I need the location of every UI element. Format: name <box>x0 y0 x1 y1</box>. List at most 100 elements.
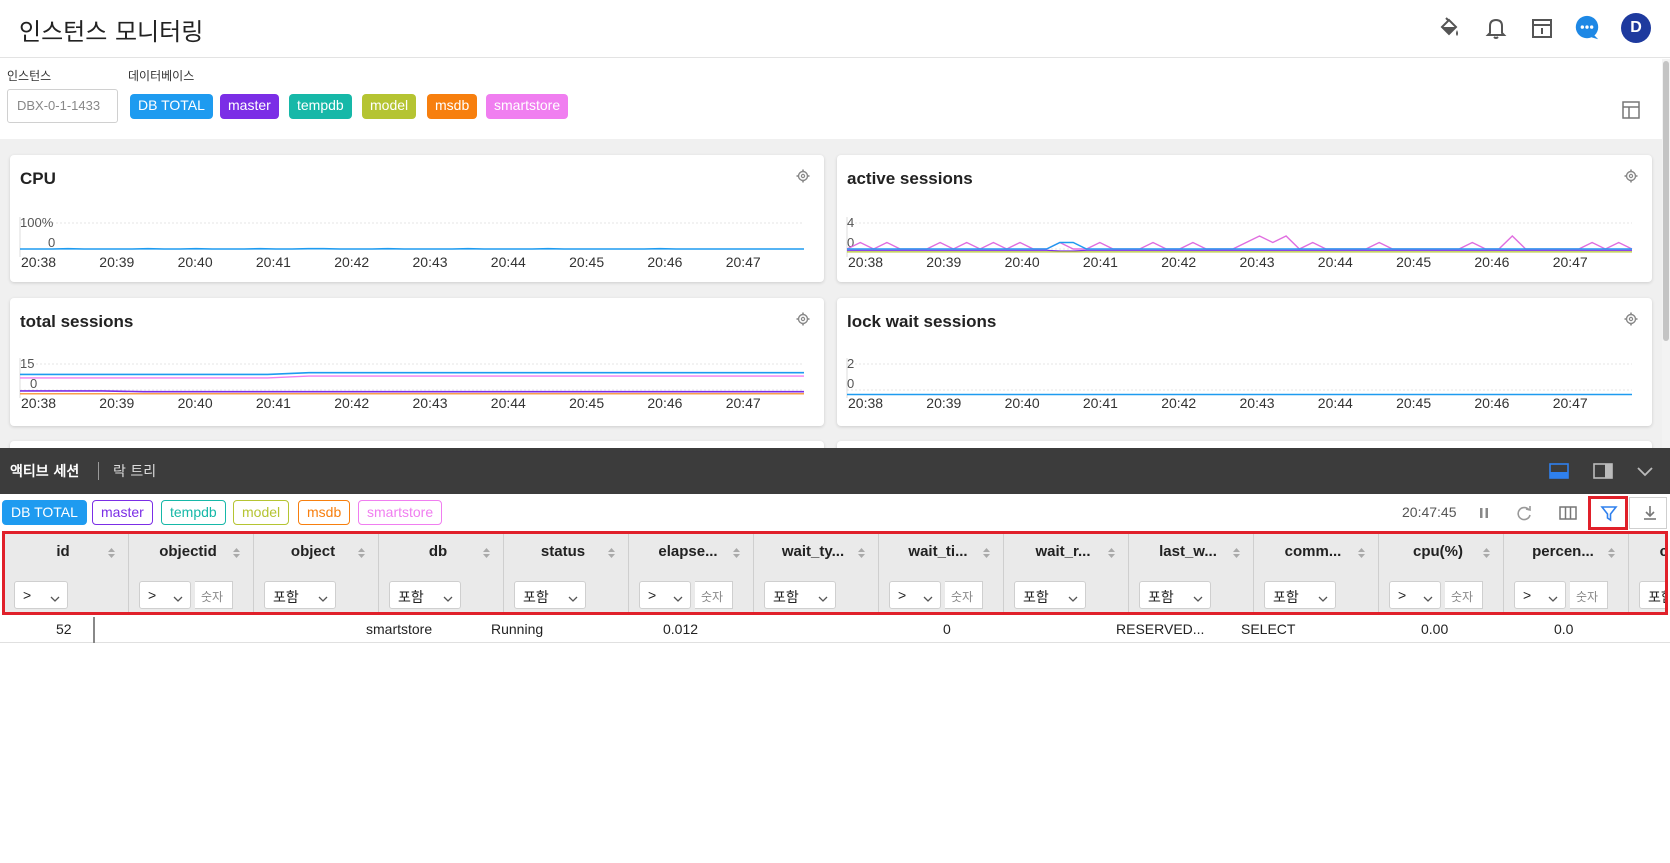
db-chip[interactable]: model <box>362 94 417 119</box>
column-header[interactable]: percen... > 숫자 <box>1504 533 1629 613</box>
avatar[interactable]: D <box>1621 13 1651 43</box>
column-header[interactable]: db 포함 <box>379 533 504 613</box>
chat-icon[interactable] <box>1573 14 1601 42</box>
sort-icon[interactable] <box>982 546 991 564</box>
column-filter-select[interactable]: > <box>889 581 941 609</box>
download-icon[interactable] <box>1637 500 1663 526</box>
x-tick-label: 20:38 <box>21 254 56 270</box>
gear-icon[interactable] <box>796 169 810 188</box>
column-title[interactable]: status <box>540 543 586 560</box>
gear-icon[interactable] <box>796 312 810 331</box>
db-chip[interactable]: master <box>220 94 279 119</box>
db-chip[interactable]: DB TOTAL <box>130 94 213 119</box>
db-chip[interactable]: tempdb <box>289 94 352 119</box>
column-filter-select[interactable]: 포함 <box>1014 581 1086 609</box>
column-title[interactable]: wait_ty... <box>781 543 845 560</box>
db-chip[interactable]: msdb <box>427 94 478 119</box>
session-db-chip[interactable]: DB TOTAL <box>2 500 87 525</box>
sort-icon[interactable] <box>1232 546 1241 564</box>
bell-icon[interactable] <box>1482 14 1510 42</box>
scrollbar-thumb[interactable] <box>1663 61 1669 341</box>
column-title[interactable]: compl... <box>1659 543 1666 560</box>
sort-icon[interactable] <box>732 546 741 564</box>
db-chip[interactable]: smartstore <box>486 94 569 119</box>
column-header[interactable]: id > <box>4 533 129 613</box>
column-title[interactable]: id <box>56 543 70 560</box>
column-filter-select[interactable]: 포함 <box>264 581 336 609</box>
x-tick-label: 20:40 <box>1005 395 1040 411</box>
column-header[interactable]: elapse... > 숫자 <box>629 533 754 613</box>
column-header[interactable]: comm... 포함 <box>1254 533 1379 613</box>
x-tick-label: 20:46 <box>1474 395 1509 411</box>
column-filter-select[interactable]: > <box>1389 581 1441 609</box>
column-header[interactable]: cpu(%) > 숫자 <box>1379 533 1504 613</box>
column-filter-select[interactable]: > <box>139 581 191 609</box>
column-filter-number-input[interactable]: 숫자 <box>195 581 233 609</box>
column-title[interactable]: comm... <box>1284 543 1342 560</box>
dock-bottom-icon[interactable] <box>1546 458 1572 484</box>
column-filter-select[interactable]: > <box>1514 581 1566 609</box>
sort-icon[interactable] <box>1482 546 1491 564</box>
column-filter-number-input[interactable]: 숫자 <box>1570 581 1608 609</box>
column-title[interactable]: elapse... <box>658 543 718 560</box>
layout-icon[interactable] <box>1622 101 1640 124</box>
column-header[interactable]: last_w... 포함 <box>1129 533 1254 613</box>
refresh-icon[interactable] <box>1511 500 1537 526</box>
scrollbar[interactable] <box>1662 59 1670 448</box>
tab-active-sessions[interactable]: 액티브 세션 <box>10 464 80 480</box>
sort-icon[interactable] <box>357 546 366 564</box>
column-header[interactable]: objectid > 숫자 <box>129 533 254 613</box>
column-title[interactable]: percen... <box>1532 543 1594 560</box>
session-db-chip[interactable]: msdb <box>298 500 351 525</box>
column-title[interactable]: db <box>428 543 448 560</box>
session-db-chip[interactable]: master <box>92 500 153 525</box>
column-title[interactable]: wait_r... <box>1035 543 1091 560</box>
pause-icon[interactable] <box>1471 500 1497 526</box>
column-filter-select[interactable]: 포함 <box>1264 581 1336 609</box>
gear-icon[interactable] <box>1624 169 1638 188</box>
table-row[interactable]: 52 smartstore Running 0.012 0 RESERVED..… <box>0 617 1670 643</box>
session-db-chip[interactable]: model <box>233 500 290 525</box>
gear-icon[interactable] <box>1624 312 1638 331</box>
column-title[interactable]: object <box>290 543 336 560</box>
sort-icon[interactable] <box>857 546 866 564</box>
session-db-chip[interactable]: tempdb <box>161 500 226 525</box>
paint-bucket-icon[interactable] <box>1435 14 1463 42</box>
instance-input[interactable]: DBX-0-1-1433 <box>7 89 118 123</box>
column-title[interactable]: wait_ti... <box>908 543 968 560</box>
filter-icon[interactable] <box>1596 500 1622 526</box>
column-header[interactable]: object 포함 <box>254 533 379 613</box>
dock-right-icon[interactable] <box>1590 458 1616 484</box>
column-filter-number-input[interactable]: 숫자 <box>695 581 733 609</box>
column-title[interactable]: objectid <box>159 543 217 560</box>
columns-icon[interactable] <box>1555 500 1581 526</box>
column-filter-number-input[interactable]: 숫자 <box>945 581 983 609</box>
column-title[interactable]: last_w... <box>1159 543 1217 560</box>
column-filter-select[interactable]: > <box>639 581 691 609</box>
column-header[interactable]: compl... 포함 <box>1629 533 1666 613</box>
column-filter-number-input[interactable]: 숫자 <box>1445 581 1483 609</box>
tab-lock-tree[interactable]: 락 트리 <box>113 464 157 480</box>
column-filter-select[interactable]: 포함 <box>764 581 836 609</box>
sort-icon[interactable] <box>232 546 241 564</box>
x-tick-label: 20:45 <box>1396 254 1431 270</box>
sort-icon[interactable] <box>107 546 116 564</box>
sort-icon[interactable] <box>607 546 616 564</box>
column-filter-select[interactable]: > <box>14 581 68 609</box>
calendar-window-icon[interactable] <box>1528 14 1556 42</box>
sort-icon[interactable] <box>1607 546 1616 564</box>
column-filter-select[interactable]: 포함 <box>1639 581 1666 609</box>
column-header[interactable]: wait_ti... > 숫자 <box>879 533 1004 613</box>
sort-icon[interactable] <box>1107 546 1116 564</box>
column-header[interactable]: status 포함 <box>504 533 629 613</box>
column-header[interactable]: wait_r... 포함 <box>1004 533 1129 613</box>
column-header[interactable]: wait_ty... 포함 <box>754 533 879 613</box>
sort-icon[interactable] <box>1357 546 1366 564</box>
column-title[interactable]: cpu(%) <box>1413 543 1463 560</box>
column-filter-select[interactable]: 포함 <box>514 581 586 609</box>
column-filter-select[interactable]: 포함 <box>1139 581 1211 609</box>
sort-icon[interactable] <box>482 546 491 564</box>
session-db-chip[interactable]: smartstore <box>358 500 443 525</box>
column-filter-select[interactable]: 포함 <box>389 581 461 609</box>
chevron-down-icon[interactable] <box>1632 458 1658 484</box>
